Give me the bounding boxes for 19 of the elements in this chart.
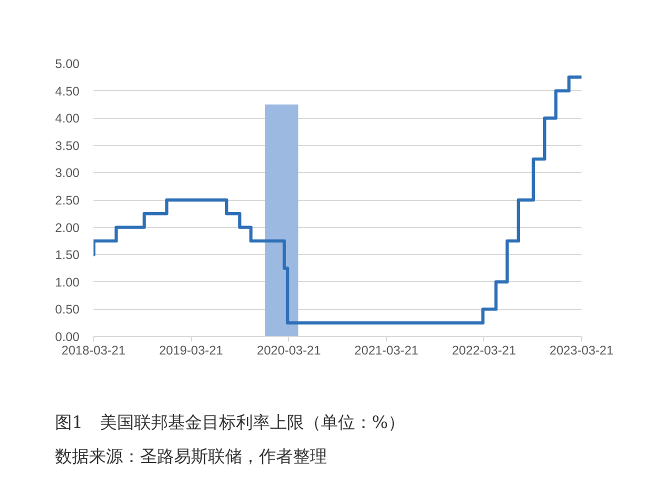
y-tick-label: 2.50 [55, 194, 80, 208]
source-note: 数据来源：圣路易斯联储，作者整理 [55, 446, 327, 469]
x-tick-label: 2022-03-21 [452, 344, 516, 358]
x-tick-label: 2020-03-21 [256, 344, 321, 358]
x-tick-label: 2018-03-21 [62, 344, 126, 358]
y-tick-label: 3.50 [55, 138, 80, 153]
x-tick-label: 2019-03-21 [159, 344, 224, 358]
y-tick-label: 0.00 [55, 330, 80, 344]
y-tick-label: 3.00 [55, 166, 80, 180]
text: 图1 美国联邦基金目标利率上限（单位：%） [55, 412, 405, 435]
y-tick-label: 1.50 [55, 248, 80, 262]
y-tick-label: 5.00 [55, 57, 80, 71]
y-tick-label: 4.00 [55, 112, 80, 126]
x-tick-label: 2023-03-21 [550, 344, 614, 358]
y-tick-label: 4.50 [55, 84, 80, 98]
y-tick-label: 0.50 [55, 302, 80, 317]
y-tick-label: 1.00 [55, 275, 80, 290]
x-tick-label: 2021-03-21 [354, 344, 418, 358]
y-tick-label: 2.00 [55, 220, 80, 235]
